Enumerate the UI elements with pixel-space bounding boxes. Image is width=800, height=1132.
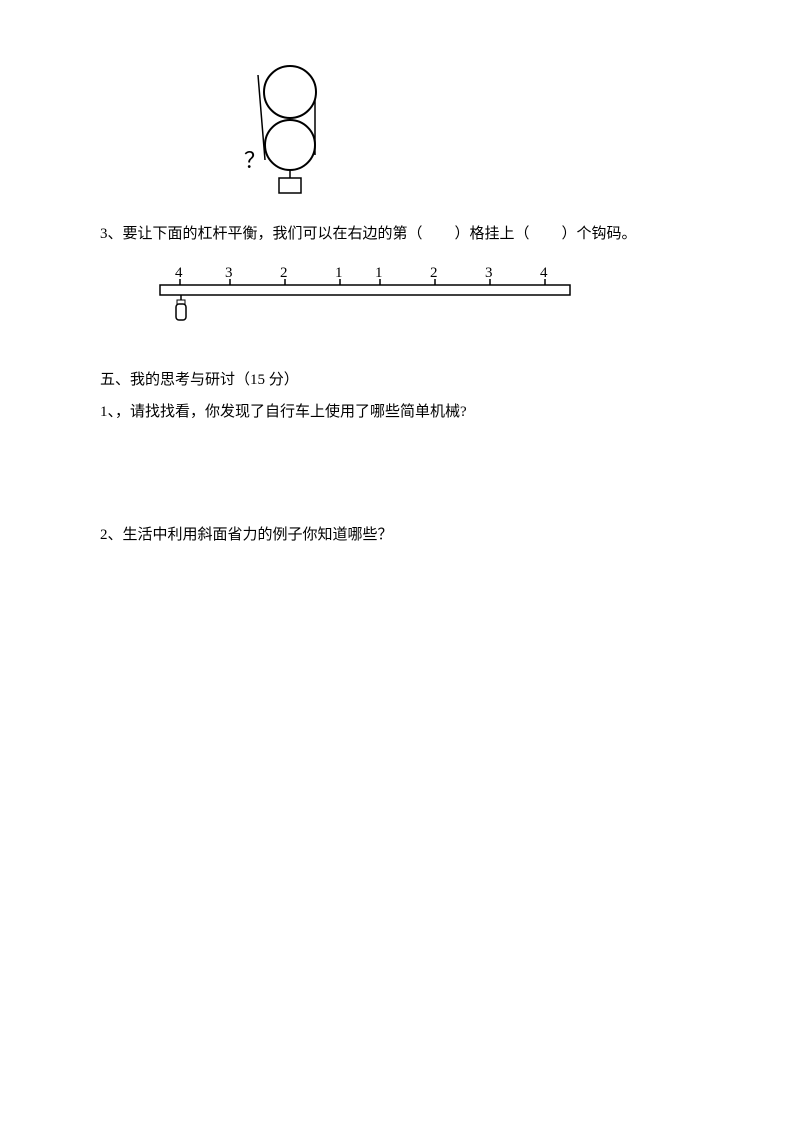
lever-diagram: 4 3 2 1 1 2 3 4 [140,261,700,336]
lever-bar [160,285,570,295]
section-5-q2: 2、生活中利用斜面省力的例子你知道哪些？ [100,521,700,550]
answer-space-1 [100,431,700,521]
lever-svg: 4 3 2 1 1 2 3 4 [140,261,590,331]
lever-ticks: 4 3 2 1 1 2 3 4 [175,265,548,285]
weight-body [176,304,186,320]
top-pulley-circle [264,66,316,118]
pulley-diagram: ？ [230,60,700,205]
lever-tick-label: 1 [335,265,343,281]
question-3: 3、要让下面的杠杆平衡，我们可以在右边的第（ ）格挂上（ ）个钩码。 [100,220,700,249]
lever-tick-label: 3 [485,265,493,281]
bottom-pulley-circle [265,120,315,170]
lever-tick-label: 3 [225,265,233,281]
lever-tick-label: 4 [540,265,548,281]
weight-box [279,178,301,193]
lever-tick-label: 1 [375,265,383,281]
q3-prefix: 3、要让下面的杠杆平衡，我们可以在右边的第（ [100,226,423,242]
lever-tick-label: 2 [430,265,438,281]
section-5-heading: 五、我的思考与研讨（15 分） [100,366,700,395]
question-mark: ？ [244,148,266,173]
lever-tick-label: 4 [175,265,183,281]
section-5-q1: 1、，请找找看，你发现了自行车上使用了哪些简单机械? [100,398,700,427]
pulley-svg: ？ [230,60,350,200]
lever-tick-label: 2 [280,265,288,281]
q3-suffix: ）个钩码。 [562,226,637,242]
q3-mid: ）格挂上（ [455,226,530,242]
